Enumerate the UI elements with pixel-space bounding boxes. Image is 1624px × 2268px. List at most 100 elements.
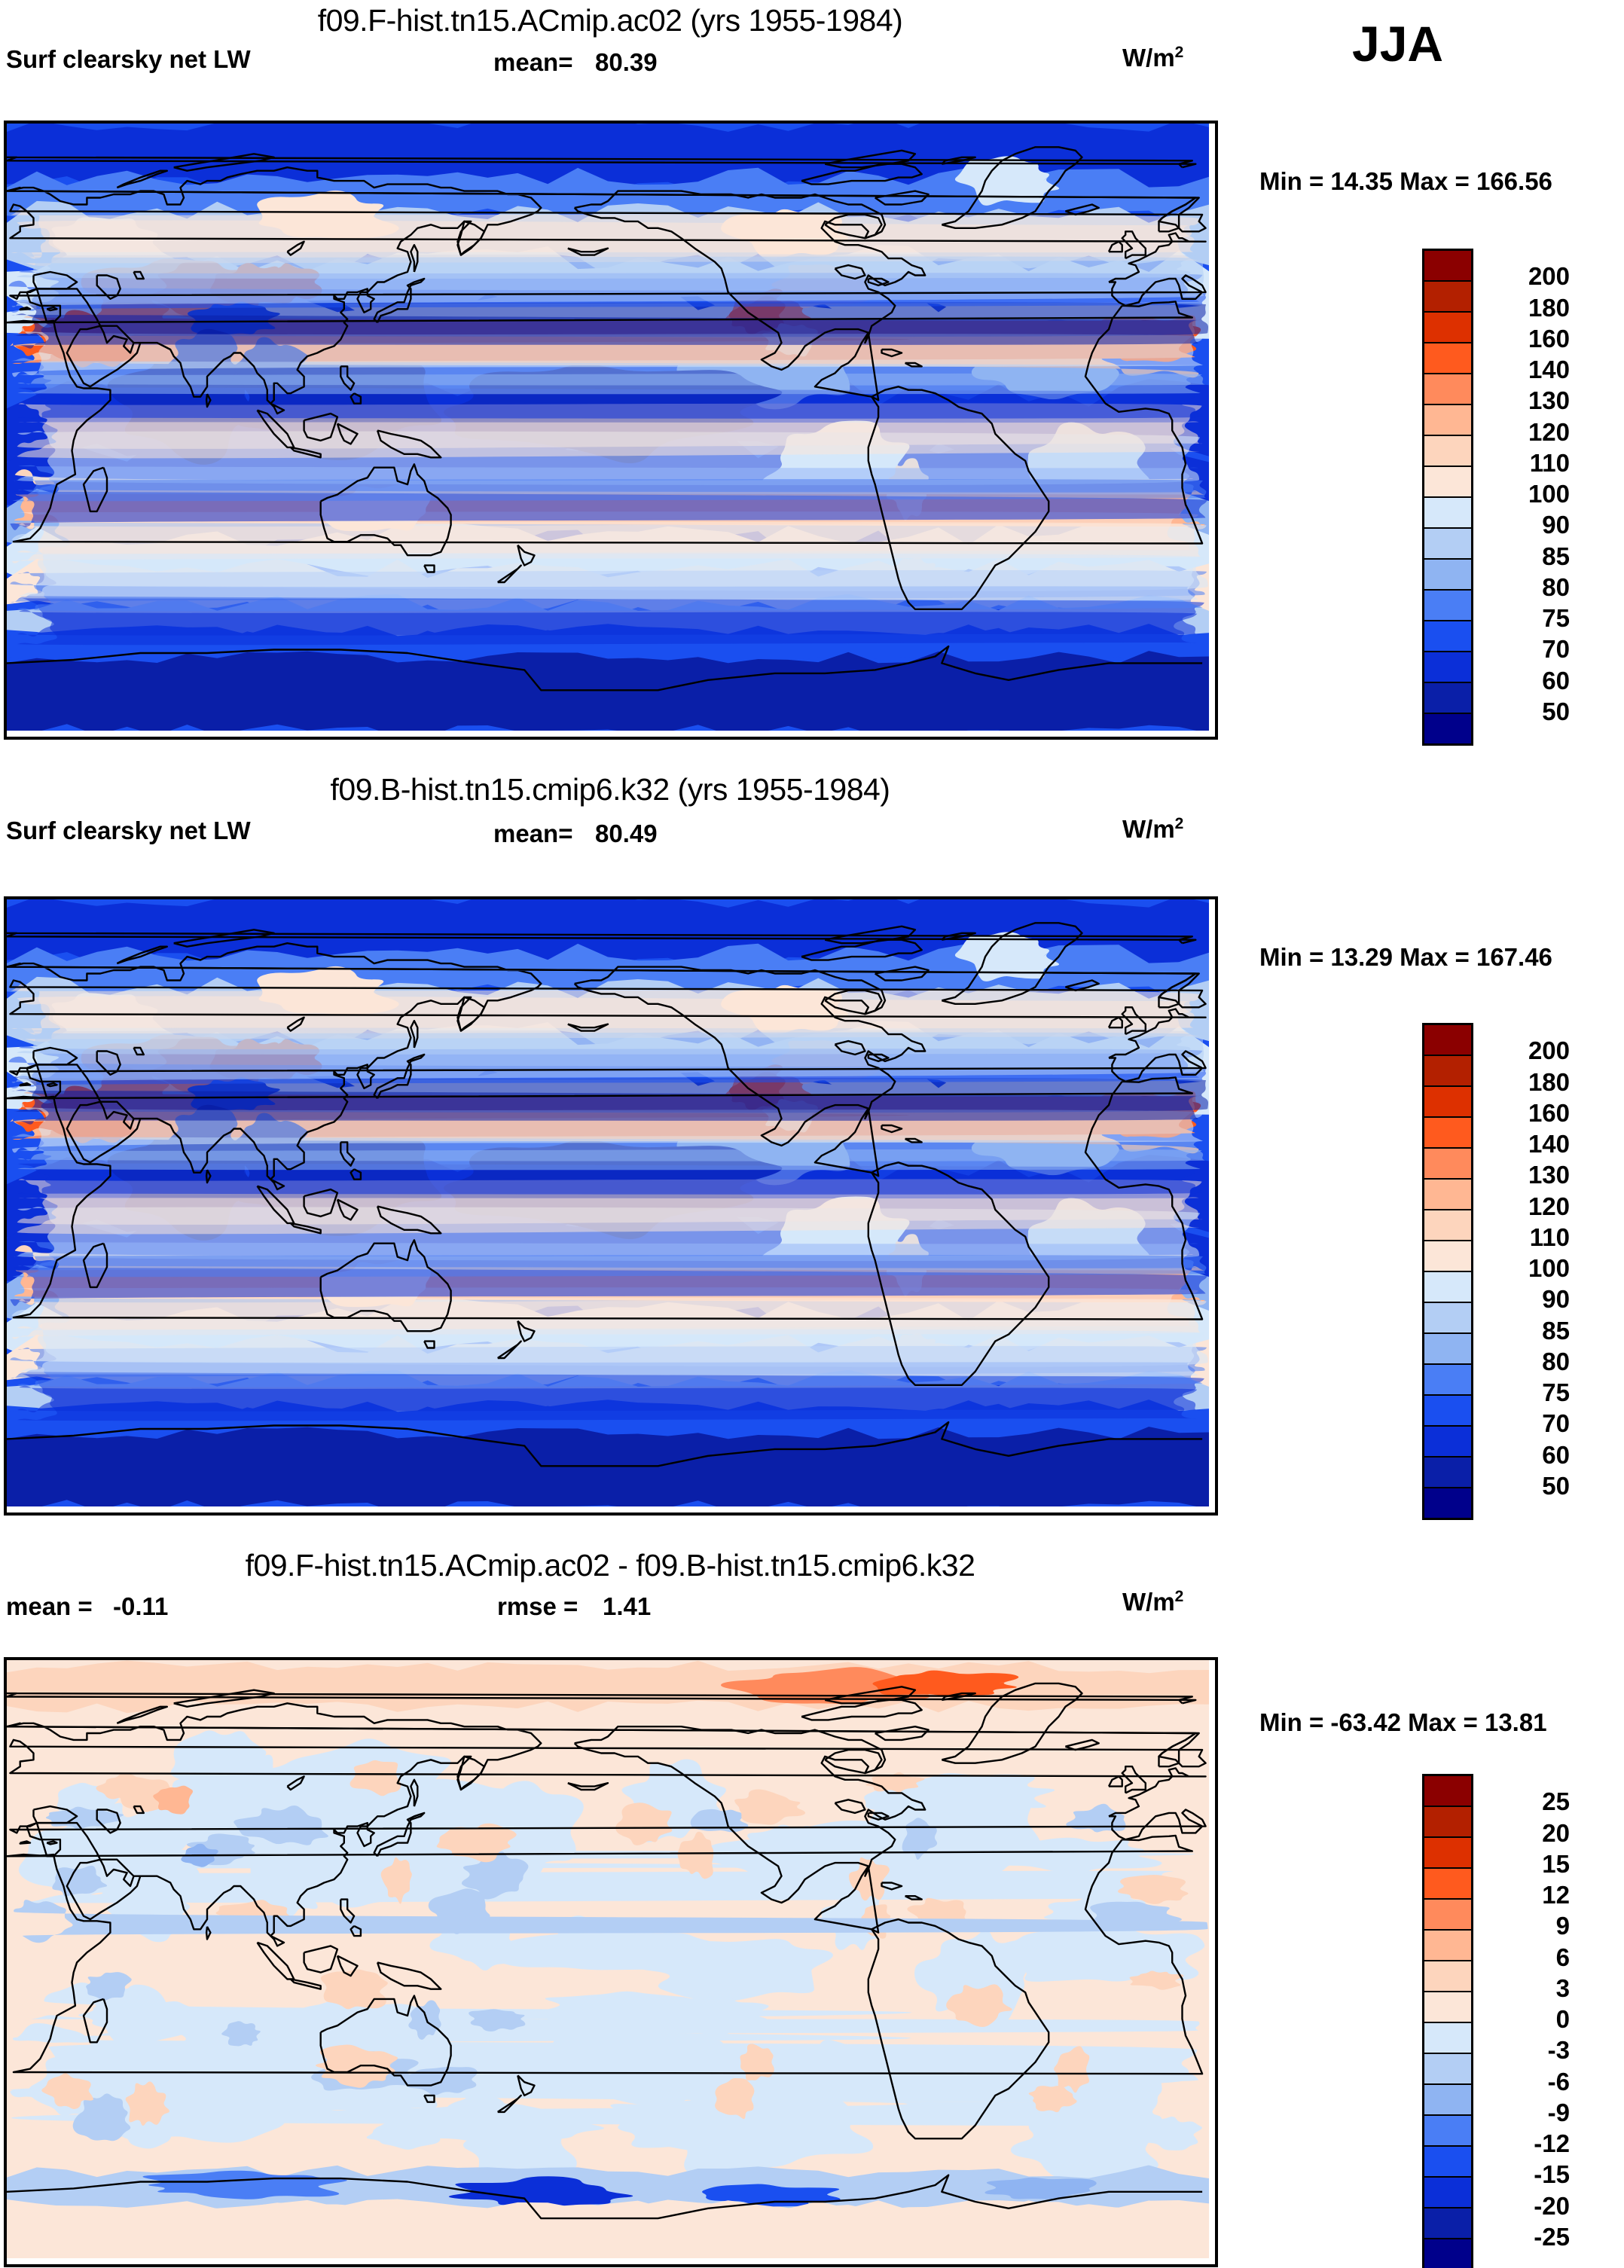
colorbar-tick-label: 90 [1542, 1285, 1570, 1314]
coastline [1121, 1766, 1146, 1794]
panel-bottom-minmax: Min = -63.42 Max = 13.81 [1259, 1708, 1547, 1736]
contour-band [7, 124, 1209, 193]
coastline [46, 1082, 58, 1088]
contour-band [17, 1385, 1198, 1421]
colorbar-tick-label: 70 [1542, 635, 1570, 664]
coastline [867, 1053, 890, 1063]
panel-middle-variable-label: Surf clearsky net LW [6, 817, 251, 844]
coastline [517, 1320, 536, 1342]
coastline [303, 1188, 339, 1218]
coastline [1121, 230, 1146, 260]
contour-band [17, 1149, 1202, 1171]
map-panel-bottom[interactable] [4, 1657, 1218, 2267]
coastline [286, 240, 305, 256]
contour-band [41, 2073, 93, 2110]
contour-band [320, 1969, 388, 2010]
contour-band [872, 1670, 1019, 1698]
contour-band [740, 2044, 774, 2080]
colorbar-cell [1424, 2178, 1471, 2208]
contour-band [401, 2066, 478, 2096]
colorbar-cell [1424, 1087, 1471, 1118]
coastline [941, 156, 976, 165]
colorbar-cell [1424, 1869, 1471, 1900]
colorbar-tick-label: 0 [1555, 2005, 1570, 2033]
coastline [834, 1799, 866, 1815]
coastline [7, 962, 1200, 1009]
coastline [303, 1945, 339, 1973]
coastline [350, 392, 362, 404]
colorbar-cell [1424, 1365, 1471, 1396]
season-label: JJA [1352, 16, 1444, 72]
panel-top-mean-value: 80.39 [595, 48, 658, 76]
colorbar-labels: 200 180 160 140 130 120 110 100 90 85 80 75 70 60 50 [1487, 249, 1600, 746]
coastline [340, 365, 356, 391]
coastline [19, 1082, 32, 1087]
contour-band [690, 1809, 749, 1833]
panel-middle-minmax: Min = 13.29 Max = 167.46 [1259, 943, 1552, 971]
contour-band [17, 609, 1198, 646]
coastline [46, 1840, 58, 1845]
coastline [814, 1107, 880, 1177]
contour-band [11, 313, 1202, 349]
coastline [205, 1926, 212, 1940]
contour-band [461, 1850, 529, 1900]
contour-band [984, 2177, 1097, 2199]
colorbar-panel-top[interactable]: 200 180 160 140 130 120 110 100 90 85 80 75 70 60 50 [1422, 249, 1603, 746]
coastline [875, 966, 930, 981]
coastline [824, 925, 917, 945]
colorbar-cell [1424, 683, 1471, 714]
contour-band [865, 1772, 925, 1793]
panel-top-variable-label: Surf clearsky net LW [6, 45, 251, 73]
coastline [205, 393, 212, 408]
colorbar-tick-label: 75 [1542, 604, 1570, 632]
map-panel-top[interactable] [4, 121, 1218, 740]
colorbar-cell [1424, 1992, 1471, 2023]
coastline [423, 564, 435, 573]
coastline [573, 966, 926, 1147]
coastline [303, 412, 339, 442]
coastline [905, 1137, 923, 1143]
colorbar-panel-bottom[interactable]: 25 20 15 12 9 6 3 0 -3 -6 -9 -12 -15 -20 -25 [1422, 1774, 1603, 2268]
map-contour-canvas [7, 1660, 1209, 2258]
colorbar-panel-middle[interactable]: 200 180 160 140 130 120 110 100 90 85 80 75 70 60 50 [1422, 1023, 1603, 1520]
colorbar-cell [1424, 1396, 1471, 1427]
colorbar-tick-label: 200 [1528, 1036, 1570, 1065]
coastline [319, 1995, 452, 2086]
coastline [96, 1809, 121, 1834]
coastline [423, 2094, 435, 2103]
coastline [32, 270, 78, 290]
contour-band [448, 2176, 633, 2206]
coastline [456, 220, 486, 256]
colorbar-tick-label: 60 [1542, 666, 1570, 694]
coastline [82, 466, 108, 513]
coastline [517, 2074, 536, 2097]
coastline [32, 1046, 78, 1066]
coastline [867, 277, 890, 287]
coastline [456, 1755, 486, 1791]
coastline [116, 169, 168, 189]
coastline [573, 190, 926, 371]
coastline [905, 362, 923, 368]
panel-bottom-title: f09.F-hist.tn15.ACmip.ac02 - f09.B-hist.… [245, 1548, 975, 1583]
colorbar-tick-label: -6 [1547, 2067, 1570, 2096]
coastline [410, 1020, 419, 1049]
coastline [1065, 979, 1100, 992]
colorbar-tick-label: 140 [1528, 356, 1570, 383]
contour-band [7, 2200, 1209, 2258]
colorbar-cell [1424, 1056, 1471, 1087]
colorbar-cell [1424, 2023, 1471, 2054]
map-panel-middle[interactable] [4, 896, 1218, 1516]
coastline [567, 1023, 609, 1032]
units-text: W/m [1122, 44, 1175, 72]
contour-band [12, 477, 1207, 502]
colorbar-cell [1424, 405, 1471, 436]
panel-bottom-rmse-label: rmse = [497, 1592, 578, 1620]
colorbar-cell [1424, 1488, 1471, 1518]
colorbar-tick-label: 180 [1528, 1067, 1570, 1096]
contour-band [1028, 2086, 1077, 2113]
contour-band [436, 1823, 517, 1863]
coastline [875, 190, 930, 206]
coastline [340, 1898, 356, 1924]
colorbar-tick-label: 110 [1529, 448, 1570, 477]
contour-band [7, 167, 1209, 228]
